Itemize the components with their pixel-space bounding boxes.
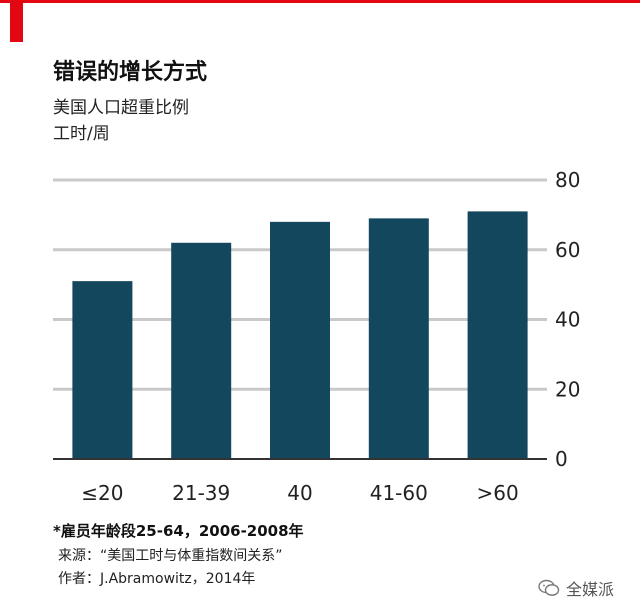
y-tick-label: 60: [555, 238, 580, 262]
y-axis-label: 工时/周: [53, 124, 110, 144]
watermark: 全媒派: [538, 576, 614, 600]
source-line: 来源：“美国工时与体重指数间关系”: [58, 548, 283, 564]
bar: [368, 218, 429, 459]
y-tick-label: 80: [555, 168, 580, 192]
footnote: *雇员年龄段25-64，2006-2008年: [53, 522, 304, 540]
y-tick-label: 0: [555, 447, 568, 471]
bar: [171, 242, 232, 459]
bar: [72, 281, 133, 459]
x-tick-label: ≤20: [81, 481, 123, 505]
x-tick-label: 41-60: [370, 481, 428, 505]
bar: [270, 221, 330, 459]
y-tick-label: 20: [555, 377, 580, 401]
chart-subtitle: 美国人口超重比例: [53, 98, 189, 118]
x-tick-label: >60: [476, 481, 518, 505]
x-tick-label: 40: [287, 481, 312, 505]
bar: [467, 211, 528, 459]
chart-title: 错误的增长方式: [53, 60, 208, 85]
top-accent-rule: [0, 0, 640, 3]
watermark-text: 全媒派: [565, 580, 614, 599]
x-tick-label: 21-39: [172, 481, 230, 505]
author-line: 作者：J.Abramowitz，2014年: [58, 571, 256, 587]
y-tick-label: 40: [555, 308, 580, 332]
red-accent-block: [10, 3, 23, 42]
wechat-logo-icon: [538, 579, 560, 596]
